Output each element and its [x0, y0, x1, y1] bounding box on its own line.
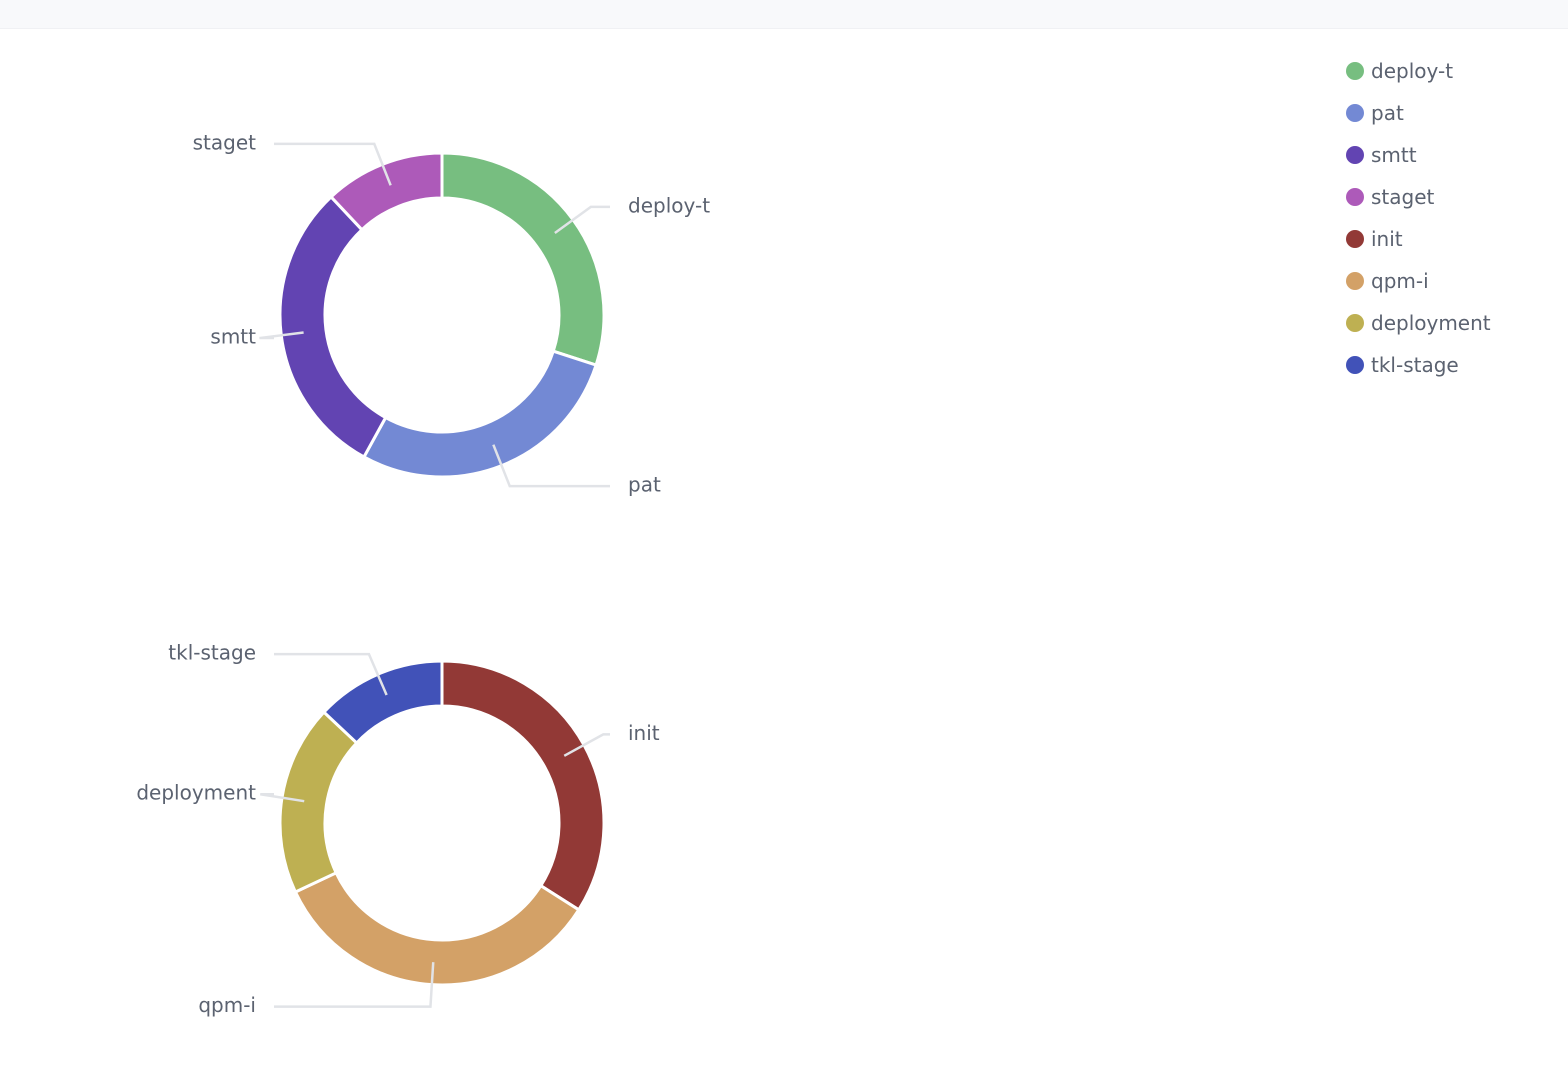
- legend-swatch: [1346, 230, 1364, 248]
- leader-line-smtt: [259, 331, 304, 340]
- top-bar: [0, 0, 1568, 29]
- legend-label: deployment: [1371, 311, 1491, 335]
- legend-swatch: [1346, 146, 1364, 164]
- leader-line-qpm-i: [274, 962, 435, 1008]
- slice-smtt[interactable]: [278, 194, 388, 460]
- slice-staget[interactable]: [328, 151, 444, 232]
- leader-line-init: [563, 733, 610, 757]
- leader-line-tkl-stage: [274, 652, 388, 696]
- slice-deployment[interactable]: [278, 709, 359, 894]
- slice-deploy-t[interactable]: [440, 151, 606, 367]
- leader-line-staget: [274, 142, 392, 186]
- slice-label-staget: staget: [193, 130, 257, 154]
- legend-swatch: [1346, 188, 1364, 206]
- legend-swatch: [1346, 314, 1364, 332]
- donut-chart-2: init qpm-i deployment tkl-stage: [136, 641, 659, 1018]
- leader-line-pat: [492, 444, 610, 488]
- slice-label-tkl-stage: tkl-stage: [168, 641, 256, 665]
- legend-swatch: [1346, 356, 1364, 374]
- slice-label-pat: pat: [628, 473, 661, 497]
- slice-init[interactable]: [440, 659, 606, 912]
- legend-item-tkl-stage[interactable]: tkl-stage: [1346, 344, 1491, 386]
- slice-qpm-i[interactable]: [293, 870, 581, 987]
- legend-label: deploy-t: [1371, 59, 1454, 83]
- legend: deploy-t pat smtt staget init qpm-i depl…: [1346, 50, 1491, 386]
- legend-label: pat: [1371, 101, 1404, 125]
- slice-label-smtt: smtt: [210, 325, 256, 349]
- slice-pat[interactable]: [361, 349, 598, 479]
- legend-swatch: [1346, 104, 1364, 122]
- legend-item-deploy-t[interactable]: deploy-t: [1346, 50, 1491, 92]
- slice-label-init: init: [628, 721, 660, 745]
- legend-label: init: [1371, 227, 1403, 251]
- legend-item-smtt[interactable]: smtt: [1346, 134, 1491, 176]
- legend-item-qpm-i[interactable]: qpm-i: [1346, 260, 1491, 302]
- legend-swatch: [1346, 62, 1364, 80]
- legend-label: tkl-stage: [1371, 353, 1459, 377]
- legend-item-pat[interactable]: pat: [1346, 92, 1491, 134]
- legend-label: smtt: [1371, 143, 1417, 167]
- donut-chart-1: deploy-t pat smtt staget: [193, 130, 711, 496]
- leader-line-deploy-t: [554, 205, 610, 235]
- slice-label-deployment: deployment: [136, 781, 256, 805]
- legend-item-deployment[interactable]: deployment: [1346, 302, 1491, 344]
- legend-item-init[interactable]: init: [1346, 218, 1491, 260]
- legend-label: qpm-i: [1371, 269, 1429, 293]
- slice-tkl-stage[interactable]: [321, 659, 444, 746]
- legend-swatch: [1346, 272, 1364, 290]
- slice-label-deploy-t: deploy-t: [628, 193, 710, 217]
- slice-label-qpm-i: qpm-i: [198, 993, 256, 1017]
- legend-item-staget[interactable]: staget: [1346, 176, 1491, 218]
- legend-label: staget: [1371, 185, 1435, 209]
- leader-line-deployment: [260, 792, 305, 803]
